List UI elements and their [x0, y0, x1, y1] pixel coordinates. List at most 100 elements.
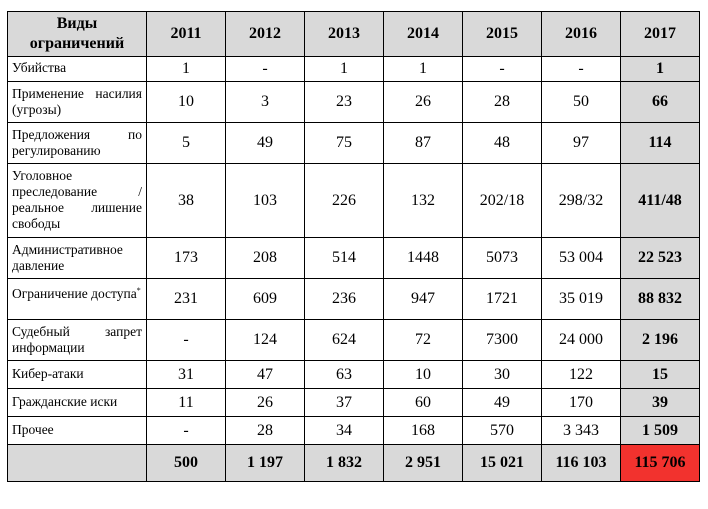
table-row: Убийства 1-1 1- -1 — [7, 56, 700, 82]
cell-value: 170 — [541, 388, 621, 417]
cell-value: 514 — [304, 237, 384, 279]
table-row: Административное давление 173 208 514 1448 50… — [7, 237, 700, 279]
cell-value: 132 — [383, 163, 463, 238]
cell-value: 1721 — [462, 278, 542, 320]
cell-value: 231 — [146, 278, 226, 320]
row-label: Прочее — [7, 416, 147, 445]
row-label-text: Ограничение доступа — [12, 286, 137, 301]
table-row: Судебный запрет информации -124 624 72 7300 2… — [7, 319, 700, 361]
table-row: Применение насилия (угрозы) 10 3 23 26 28 50 66 — [7, 81, 700, 123]
header-year: 2014 — [383, 11, 463, 57]
cell-value: 1 — [383, 56, 463, 82]
cell-value: 3 — [225, 81, 305, 123]
row-label: Административное давление — [7, 237, 147, 279]
row-label-text: Уголовное преследование / реальное лишен… — [12, 168, 142, 231]
cell-value: 50 — [541, 81, 621, 123]
cell-value: 26 — [225, 388, 305, 417]
cell-value: 7300 — [462, 319, 542, 361]
table-row: Ограничение доступа* 231 609 236 947 1721 35 0… — [7, 278, 700, 320]
cell-value: 63 — [304, 360, 384, 389]
row-label: Судебный запрет информации — [7, 319, 147, 361]
cell-value: 122 — [541, 360, 621, 389]
cell-value: 1448 — [383, 237, 463, 279]
restrictions-table: Виды ограничений 2011 2012 2013 2014 201… — [7, 11, 700, 482]
cell-value: 28 — [225, 416, 305, 445]
cell-value: 35 019 — [541, 278, 621, 320]
cell-value: 208 — [225, 237, 305, 279]
cell-value: 103 — [225, 163, 305, 238]
table-row: Уголовное преследование / реальное лишен… — [7, 163, 700, 238]
header-year: 2012 — [225, 11, 305, 57]
cell-value: 39 — [620, 388, 700, 417]
cell-value: 48 — [462, 122, 542, 164]
cell-value: 31 — [146, 360, 226, 389]
cell-value: 26 — [383, 81, 463, 123]
cell-value: 53 004 — [541, 237, 621, 279]
cell-value: - — [146, 416, 226, 445]
cell-value: 15 — [620, 360, 700, 389]
total-row: 500 1 197 1 832 2 951 15 021 116 103 115 706 — [7, 444, 700, 482]
footnote-mark: * — [136, 286, 141, 295]
cell-value: 124 — [225, 319, 305, 361]
row-label: Убийства — [7, 56, 147, 82]
table-row: Прочее -28 34 168 570 3 343 1 509 — [7, 416, 700, 445]
row-label-text: Убийства — [12, 60, 67, 75]
total-value: 1 832 — [304, 444, 384, 482]
cell-value: - — [462, 56, 542, 82]
cell-value: 624 — [304, 319, 384, 361]
cell-value: 10 — [383, 360, 463, 389]
cell-value: 570 — [462, 416, 542, 445]
cell-value: 10 — [146, 81, 226, 123]
row-label: Ограничение доступа* — [7, 278, 147, 320]
cell-value: 34 — [304, 416, 384, 445]
row-label-text: Применение насилия (угрозы) — [12, 86, 142, 117]
cell-value: 75 — [304, 122, 384, 164]
cell-value: 47 — [225, 360, 305, 389]
total-value: 15 021 — [462, 444, 542, 482]
cell-value: 60 — [383, 388, 463, 417]
cell-value: 3 343 — [541, 416, 621, 445]
total-value: 2 951 — [383, 444, 463, 482]
cell-value: 49 — [225, 122, 305, 164]
cell-value: 23 — [304, 81, 384, 123]
table-row: Гражданские иски 11 26 37 60 49 170 39 — [7, 388, 700, 417]
cell-value: - — [225, 56, 305, 82]
row-label: Предложения по регулированию — [7, 122, 147, 164]
header-year: 2017 — [620, 11, 700, 57]
table-row: Предложения по регулированию 5 49 75 87 48 97 1… — [7, 122, 700, 164]
cell-value: 88 832 — [620, 278, 700, 320]
cell-value: 11 — [146, 388, 226, 417]
header-year: 2015 — [462, 11, 542, 57]
header-year: 2016 — [541, 11, 621, 57]
total-value: 500 — [146, 444, 226, 482]
cell-value: 5 — [146, 122, 226, 164]
cell-value: 1 — [620, 56, 700, 82]
total-label — [7, 444, 147, 482]
row-label-text: Кибер-атаки — [12, 365, 84, 381]
total-value: 115 706 — [620, 444, 700, 482]
cell-value: 28 — [462, 81, 542, 123]
cell-value: 5073 — [462, 237, 542, 279]
cell-value: 72 — [383, 319, 463, 361]
cell-value: 49 — [462, 388, 542, 417]
table-row: Кибер-атаки 31 47 63 10 30 122 15 — [7, 360, 700, 389]
row-label-text: Административное давление — [12, 242, 123, 273]
cell-value: - — [146, 319, 226, 361]
header-year: 2011 — [146, 11, 226, 57]
row-label-text: Предложения по регулированию — [12, 127, 142, 158]
row-label-text: Судебный запрет информации — [12, 324, 142, 355]
cell-value: 947 — [383, 278, 463, 320]
cell-value: 87 — [383, 122, 463, 164]
cell-value: 22 523 — [620, 237, 700, 279]
row-label: Гражданские иски — [7, 388, 147, 417]
cell-value: 97 — [541, 122, 621, 164]
cell-value: 168 — [383, 416, 463, 445]
row-label: Уголовное преследование / реальное лишен… — [7, 163, 147, 238]
header-row: Виды ограничений 2011 2012 2013 2014 201… — [7, 11, 700, 57]
cell-value: 1 509 — [620, 416, 700, 445]
row-label-text: Прочее — [12, 421, 54, 437]
row-label-text: Гражданские иски — [12, 393, 118, 409]
cell-value: 202/18 — [462, 163, 542, 238]
cell-value: 236 — [304, 278, 384, 320]
cell-value: 66 — [620, 81, 700, 123]
